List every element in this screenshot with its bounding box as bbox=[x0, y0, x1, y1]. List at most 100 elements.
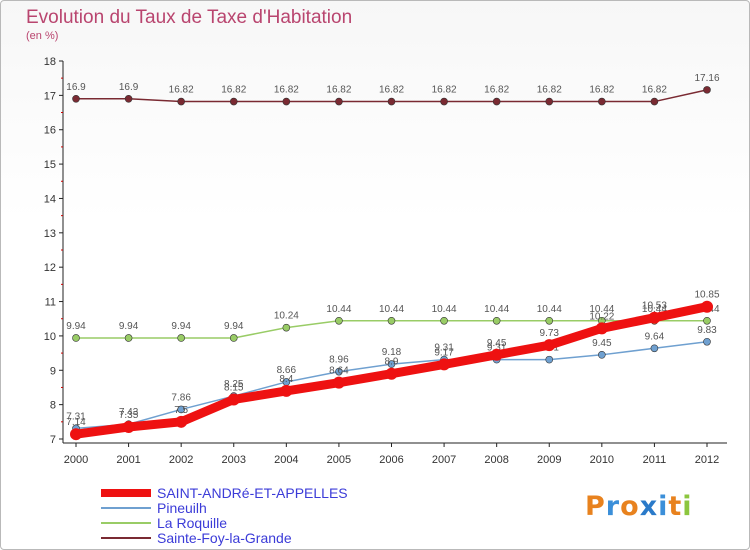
data-point bbox=[492, 97, 501, 106]
data-label: 10.44 bbox=[379, 304, 404, 315]
data-point bbox=[177, 405, 185, 414]
x-tick-label: 2006 bbox=[379, 454, 403, 466]
data-label: 10.44 bbox=[326, 304, 351, 315]
data-label: 16.82 bbox=[589, 85, 614, 96]
data-label: 9.45 bbox=[592, 338, 612, 349]
data-point bbox=[703, 316, 711, 325]
data-point bbox=[229, 334, 238, 342]
x-tick-label: 2005 bbox=[327, 454, 351, 466]
data-point bbox=[650, 344, 659, 353]
y-tick-label: 16 bbox=[44, 125, 56, 137]
data-point bbox=[545, 97, 554, 106]
data-point bbox=[703, 86, 711, 94]
data-label: 9.45 bbox=[487, 338, 507, 349]
data-label: 9.31 bbox=[487, 343, 507, 354]
data-point bbox=[387, 360, 396, 368]
data-label: 9.94 bbox=[171, 321, 191, 332]
data-label: 8.66 bbox=[277, 365, 297, 376]
data-point bbox=[72, 334, 80, 342]
data-label: 9.73 bbox=[540, 328, 560, 339]
data-point bbox=[648, 311, 661, 324]
x-tick-label: 2003 bbox=[222, 454, 246, 466]
data-label: 10.22 bbox=[589, 311, 614, 322]
data-label: 16.9 bbox=[66, 82, 86, 93]
chart-subtitle: (en %) bbox=[26, 30, 59, 42]
x-tick-label: 2009 bbox=[537, 454, 561, 466]
data-point bbox=[175, 415, 188, 428]
data-point bbox=[438, 358, 451, 371]
data-label: 16.82 bbox=[326, 85, 351, 96]
logo-letter: x bbox=[639, 491, 659, 522]
data-label: 9.17 bbox=[434, 347, 454, 358]
x-tick-label: 2002 bbox=[169, 454, 193, 466]
data-point bbox=[492, 316, 501, 325]
y-tick-label: 12 bbox=[44, 262, 56, 274]
y-tick-label: 10 bbox=[44, 331, 56, 343]
data-point bbox=[703, 337, 711, 346]
data-label: 8.25 bbox=[224, 379, 244, 390]
data-label: 16.82 bbox=[537, 85, 562, 96]
data-label: 8.4 bbox=[279, 374, 293, 385]
data-point bbox=[177, 97, 185, 106]
data-label: 7.5 bbox=[174, 405, 188, 416]
data-label: 16.82 bbox=[221, 85, 246, 96]
data-point bbox=[545, 355, 554, 364]
data-label: 8.64 bbox=[329, 366, 349, 377]
data-point bbox=[701, 300, 713, 313]
data-label: 9.94 bbox=[224, 321, 244, 332]
data-label: 16.82 bbox=[169, 85, 194, 96]
data-label: 16.9 bbox=[119, 82, 139, 93]
data-point bbox=[124, 95, 133, 103]
data-label: 7.86 bbox=[171, 392, 191, 403]
data-label: 10.24 bbox=[274, 311, 299, 322]
data-point bbox=[490, 348, 503, 361]
data-point bbox=[595, 322, 608, 335]
data-point bbox=[335, 97, 343, 106]
data-point bbox=[70, 428, 82, 441]
x-tick-label: 2007 bbox=[432, 454, 456, 466]
data-point bbox=[387, 97, 396, 106]
legend-label: SAINT-ANDRé-ET-APPELLES bbox=[157, 485, 348, 501]
data-point bbox=[122, 420, 135, 433]
data-point bbox=[440, 97, 448, 106]
x-tick-label: 2011 bbox=[643, 454, 667, 466]
x-tick-label: 2012 bbox=[695, 454, 719, 466]
y-tick-label: 17 bbox=[44, 90, 56, 102]
data-point bbox=[335, 367, 343, 376]
data-point bbox=[177, 334, 185, 342]
data-point bbox=[387, 316, 396, 325]
data-label: 7.43 bbox=[119, 407, 139, 418]
data-point bbox=[545, 316, 554, 325]
data-point bbox=[332, 376, 345, 389]
data-point bbox=[124, 334, 133, 342]
data-label: 9.31 bbox=[434, 343, 454, 354]
data-label: 8.96 bbox=[329, 355, 349, 366]
logo-letter: i bbox=[658, 491, 669, 522]
y-tick-label: 9 bbox=[50, 365, 56, 377]
data-label: 8.15 bbox=[224, 382, 244, 393]
data-label: 9.64 bbox=[645, 331, 665, 342]
data-point bbox=[598, 351, 606, 359]
data-label: 10.44 bbox=[432, 304, 457, 315]
data-point bbox=[598, 97, 606, 106]
data-label: 9.94 bbox=[66, 321, 86, 332]
y-tick-label: 7 bbox=[50, 434, 56, 446]
data-point bbox=[650, 97, 659, 106]
data-label: 17.16 bbox=[694, 73, 719, 84]
data-label: 10.44 bbox=[589, 304, 614, 315]
data-label: 16.82 bbox=[379, 85, 404, 96]
logo-letter: i bbox=[682, 491, 693, 522]
data-point bbox=[72, 95, 80, 103]
y-tick-label: 14 bbox=[44, 193, 56, 205]
data-label: 10.44 bbox=[642, 304, 667, 315]
data-point bbox=[385, 367, 398, 380]
data-label: 10.85 bbox=[694, 290, 719, 301]
x-tick-label: 2004 bbox=[274, 454, 298, 466]
data-point bbox=[335, 316, 343, 325]
x-tick-label: 2008 bbox=[484, 454, 508, 466]
x-tick-label: 2001 bbox=[116, 454, 140, 466]
logo-letter: r bbox=[605, 491, 621, 522]
data-label: 10.53 bbox=[642, 301, 667, 312]
